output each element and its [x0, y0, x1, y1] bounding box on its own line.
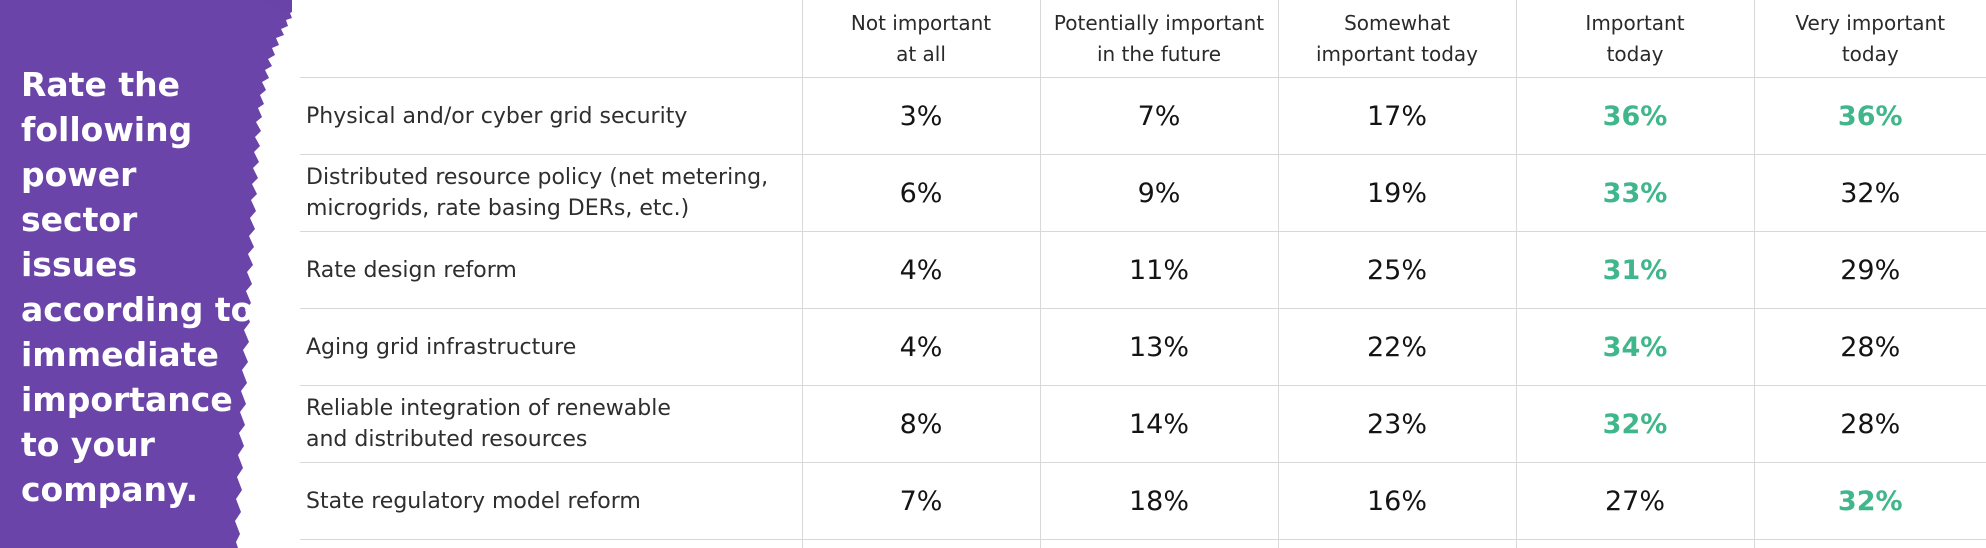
table-row: State regulatory model reform 7% 18% 16% 27%… [300, 462, 1986, 540]
percent-value: 14% [1039, 385, 1278, 463]
issue-column-header [300, 0, 802, 78]
percent-value: 7% [1039, 77, 1278, 155]
issue-label: Physical and/or cyber grid security [300, 77, 802, 155]
percent-value: 11% [1039, 231, 1278, 309]
percent-value: 34% [1515, 308, 1754, 386]
percent-value: 22% [1277, 308, 1516, 386]
percent-value: 18% [1039, 462, 1278, 540]
percent-value: 9% [1039, 154, 1278, 232]
table-row: Distributed resource policy (net meterin… [300, 154, 1986, 232]
table-bottom-spacer [300, 539, 1986, 548]
spacer-cell [1039, 539, 1278, 548]
spacer-cell [300, 540, 802, 548]
spacer-cell [1277, 539, 1516, 548]
issue-label: State regulatory model reform [300, 462, 802, 540]
header-row: Not important at all Potentially importa… [300, 0, 1986, 78]
brush-stroke-shape [0, 0, 292, 548]
percent-value: 17% [1277, 77, 1516, 155]
percent-value: 28% [1753, 308, 1986, 386]
percent-value: 3% [801, 77, 1040, 155]
percent-value: 4% [801, 231, 1040, 309]
percent-value: 16% [1277, 462, 1516, 540]
percent-value: 23% [1277, 385, 1516, 463]
column-header-somewhat-important: Somewhat important today [1277, 0, 1516, 78]
table-row: Reliable integration of renewable and di… [300, 385, 1986, 463]
percent-value: 7% [801, 462, 1040, 540]
issue-label: Aging grid infrastructure [300, 308, 802, 386]
issues-table: Not important at all Potentially importa… [300, 0, 1986, 548]
table-row: Rate design reform 4% 11% 25% 31% 29% [300, 231, 1986, 309]
percent-value: 25% [1277, 231, 1516, 309]
column-header-potentially-important: Potentially important in the future [1039, 0, 1278, 78]
spacer-cell [801, 539, 1040, 548]
column-header-important: Important today [1515, 0, 1754, 78]
issue-label: Distributed resource policy (net meterin… [300, 154, 802, 232]
issue-label: Rate design reform [300, 231, 802, 309]
percent-value: 32% [1753, 462, 1986, 540]
spacer-cell [1515, 539, 1754, 548]
spacer-cell [1753, 539, 1986, 548]
percent-value: 4% [801, 308, 1040, 386]
table-body: Physical and/or cyber grid security 3% 7% 1… [300, 77, 1986, 548]
percent-value: 36% [1753, 77, 1986, 155]
percent-value: 31% [1515, 231, 1754, 309]
issue-label: Reliable integration of renewable and di… [300, 385, 802, 463]
percent-value: 33% [1515, 154, 1754, 232]
side-title: Rate the following power sector issues a… [21, 65, 254, 509]
table-row: Physical and/or cyber grid security 3% 7% 1… [300, 77, 1986, 155]
column-header-not-important: Not important at all [801, 0, 1040, 78]
percent-value: 28% [1753, 385, 1986, 463]
percent-value: 13% [1039, 308, 1278, 386]
percent-value: 8% [801, 385, 1040, 463]
percent-value: 29% [1753, 231, 1986, 309]
column-header-very-important: Very important today [1753, 0, 1986, 78]
table-row: Aging grid infrastructure 4% 13% 22% 34% 28% [300, 308, 1986, 386]
percent-value: 32% [1515, 385, 1754, 463]
percent-value: 27% [1515, 462, 1754, 540]
percent-value: 19% [1277, 154, 1516, 232]
percent-value: 6% [801, 154, 1040, 232]
side-panel: Rate the following power sector issues a… [0, 0, 292, 548]
percent-value: 32% [1753, 154, 1986, 232]
percent-value: 36% [1515, 77, 1754, 155]
